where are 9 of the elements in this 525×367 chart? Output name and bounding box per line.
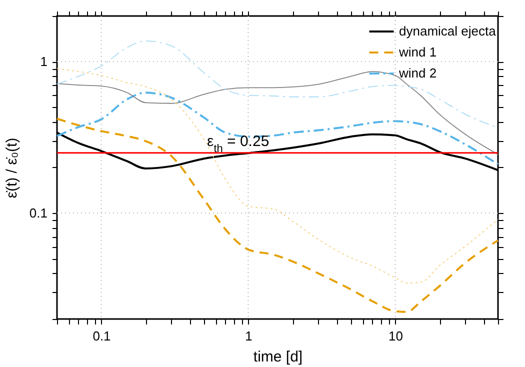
legend-label: wind 1 bbox=[398, 44, 437, 60]
legend-label: wind 2 bbox=[398, 66, 437, 80]
ref-line-label: ε$_{th}$ = 0.25 bbox=[207, 132, 270, 155]
x-axis-title: time [d] bbox=[253, 348, 303, 366]
x-tick-label: 0.1 bbox=[92, 328, 111, 344]
x-tick-label: 1 bbox=[245, 328, 252, 344]
y-axis-title: ε̇(t) / ε̇₀(t) bbox=[3, 138, 20, 198]
legend-label: dynamical ejecta bbox=[399, 24, 497, 38]
x-tick-label: 10 bbox=[388, 328, 403, 344]
